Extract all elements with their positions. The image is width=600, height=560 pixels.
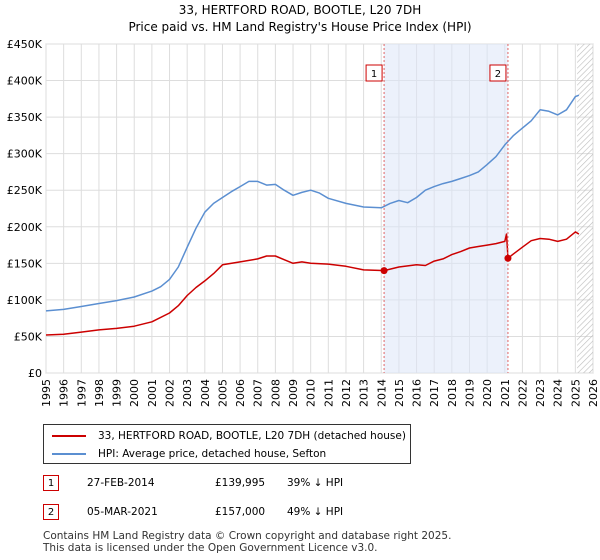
x-tick-label: 2020	[481, 379, 494, 407]
x-tick-label: 2006	[234, 379, 247, 407]
legend-label-hpi: HPI: Average price, detached house, Seft…	[98, 448, 327, 460]
transaction-price: £139,995	[215, 477, 266, 489]
sale-label-box	[365, 64, 383, 82]
x-tick-label: 2013	[358, 379, 371, 407]
x-tick-label: 2009	[287, 379, 300, 407]
x-tick-label: 1997	[75, 379, 88, 407]
y-tick-label: £350K	[7, 111, 43, 124]
y-tick-label: £0	[28, 367, 42, 380]
y-tick-label: £250K	[7, 184, 43, 197]
legend-swatch-hpi	[52, 453, 86, 455]
sale-label: 1	[371, 69, 377, 80]
x-tick-label: 2025	[569, 379, 582, 407]
x-tick-label: 2017	[428, 379, 441, 407]
y-tick-label: £200K	[7, 221, 43, 234]
x-tick-label: 2007	[252, 379, 265, 407]
legend-item-hpi: HPI: Average price, detached house, Seft…	[52, 446, 326, 462]
x-tick-label: 2021	[499, 379, 512, 407]
x-tick-label: 2003	[181, 379, 194, 407]
x-tick-label: 2024	[552, 379, 565, 407]
transaction-row: 1 27-FEB-2014 £139,995 39% ↓ HPI	[43, 474, 343, 492]
footer-copyright: Contains HM Land Registry data © Crown c…	[43, 530, 452, 542]
x-tick-label: 2012	[340, 379, 353, 407]
x-tick-label: 2018	[446, 379, 459, 407]
x-tick-label: 1999	[111, 379, 124, 407]
y-tick-label: £400K	[7, 75, 43, 88]
legend-label-property: 33, HERTFORD ROAD, BOOTLE, L20 7DH (deta…	[98, 430, 406, 442]
x-tick-label: 2026	[587, 379, 600, 407]
y-tick-label: £50K	[14, 330, 43, 343]
y-tick-label: £300K	[7, 148, 43, 161]
transaction-price: £157,000	[215, 506, 266, 518]
sale-label-box	[489, 64, 507, 82]
x-tick-label: 2000	[128, 379, 141, 407]
x-tick-label: 2016	[411, 379, 424, 407]
chart-title: 33, HERTFORD ROAD, BOOTLE, L20 7DH	[179, 3, 422, 17]
sale-label: 2	[495, 69, 501, 80]
transaction-date: 05-MAR-2021	[87, 506, 158, 518]
x-tick-label: 2015	[393, 379, 406, 407]
transaction-hpi-diff: 39% ↓ HPI	[287, 477, 344, 489]
x-tick-label: 1996	[58, 379, 71, 407]
y-tick-label: £100K	[7, 294, 43, 307]
x-tick-label: 2023	[534, 379, 547, 407]
hatched-region	[577, 44, 593, 373]
plot-area	[45, 43, 594, 374]
y-tick-label: £450K	[7, 38, 43, 51]
x-tick-label: 2011	[322, 379, 335, 407]
x-tick-label: 2019	[463, 379, 476, 407]
footer: Contains HM Land Registry data © Crown c…	[43, 530, 451, 554]
x-tick-label: 2005	[216, 379, 229, 407]
x-tick-label: 2010	[305, 379, 318, 407]
sale-point	[380, 267, 388, 275]
legend-item-property: 33, HERTFORD ROAD, BOOTLE, L20 7DH (deta…	[52, 428, 406, 444]
y-tick-label: £150K	[7, 257, 43, 270]
legend-swatch-property	[52, 435, 86, 437]
x-tick-label: 2002	[164, 379, 177, 407]
sale-point	[504, 254, 512, 262]
transaction-number: 1	[43, 475, 59, 491]
shaded-region	[384, 44, 508, 373]
x-tick-label: 2001	[146, 379, 159, 407]
footer-license: This data is licensed under the Open Gov…	[43, 542, 378, 554]
x-tick-label: 1995	[40, 379, 53, 407]
legend: 33, HERTFORD ROAD, BOOTLE, L20 7DH (deta…	[43, 424, 411, 464]
transaction-number: 2	[43, 504, 59, 520]
transaction-row: 2 05-MAR-2021 £157,000 49% ↓ HPI	[43, 503, 343, 521]
x-tick-label: 2014	[375, 379, 388, 407]
x-tick-label: 2008	[269, 379, 282, 407]
transaction-hpi-diff: 49% ↓ HPI	[287, 506, 344, 518]
chart-subtitle: Price paid vs. HM Land Registry's House …	[128, 20, 471, 34]
transaction-date: 27-FEB-2014	[87, 477, 155, 489]
price-chart: 33, HERTFORD ROAD, BOOTLE, L20 7DH Price…	[7, 3, 600, 407]
series-line-property	[45, 231, 580, 336]
x-tick-label: 2022	[516, 379, 529, 407]
x-tick-label: 2004	[199, 379, 212, 407]
x-tick-label: 1998	[93, 379, 106, 407]
